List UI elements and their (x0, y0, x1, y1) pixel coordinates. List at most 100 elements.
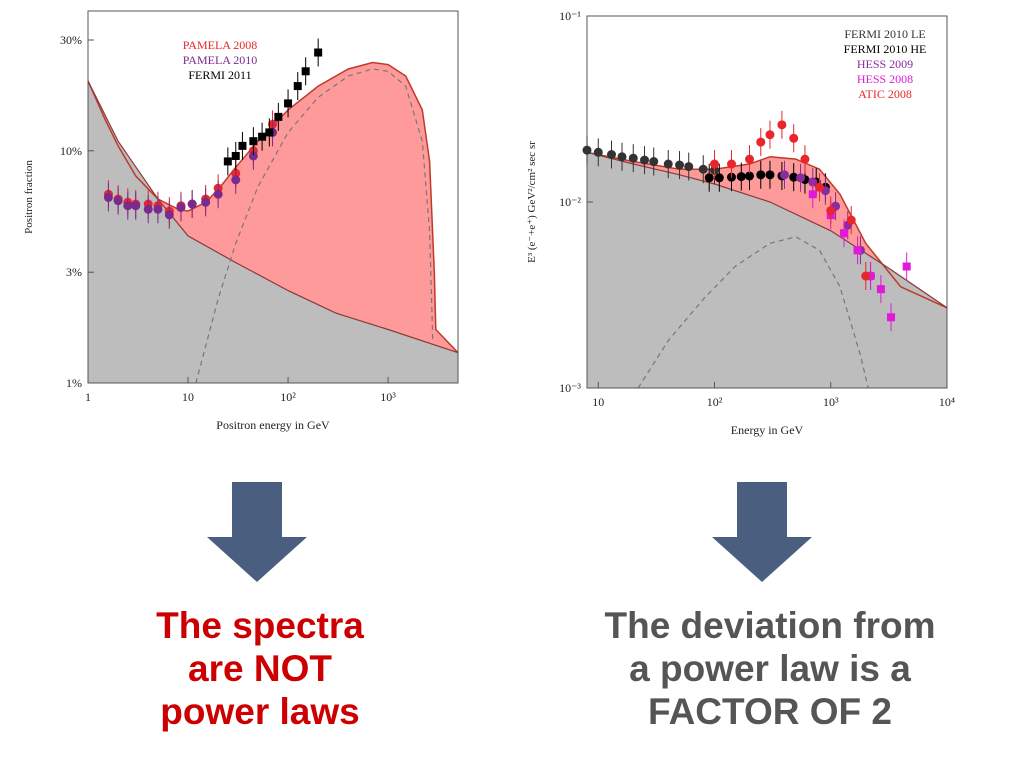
legend-entry: FERMI 2010 HE (844, 42, 927, 56)
data-point (238, 141, 247, 150)
x-tick-label: 10 (592, 395, 604, 409)
data-point (765, 170, 775, 180)
legend-entry: FERMI 2010 LE (844, 27, 925, 41)
data-point (123, 201, 133, 211)
data-point (103, 192, 113, 202)
data-point (736, 172, 746, 182)
data-point (649, 157, 659, 167)
data-point (902, 262, 911, 271)
data-point (866, 272, 875, 281)
data-point (808, 190, 817, 199)
data-point (223, 157, 232, 166)
right-chart-panel: 10 10² 10³ 10⁴ 10⁻³ 10⁻² 10⁻¹ Energy in GeV E³ (… (515, 9, 963, 442)
data-point (726, 159, 736, 169)
data-point (710, 159, 720, 169)
data-point (745, 171, 755, 181)
data-point (887, 313, 896, 322)
y-tick-label: 10⁻² (559, 195, 581, 209)
data-point (745, 154, 755, 164)
data-point (231, 151, 240, 160)
data-point (840, 229, 849, 238)
data-point (582, 145, 592, 155)
data-point (201, 197, 211, 207)
data-point (779, 170, 789, 180)
x-tick-label: 1 (85, 390, 91, 404)
y-tick-label: 10⁻³ (559, 381, 581, 395)
data-point (704, 173, 714, 183)
data-point (314, 48, 323, 57)
data-point (113, 196, 123, 206)
background-model-line (586, 151, 948, 309)
caption-line: a power law is a (629, 648, 911, 689)
data-point (876, 285, 885, 294)
data-point (607, 150, 617, 160)
data-point (714, 173, 724, 183)
x-tick-label: 10 (182, 390, 194, 404)
data-point (756, 137, 766, 147)
data-point (826, 206, 836, 216)
data-point (258, 132, 267, 141)
data-point (765, 130, 775, 140)
legend-entry: HESS 2008 (857, 72, 913, 86)
x-tick-label: 10² (707, 395, 723, 409)
excess-model-dashed-line (637, 236, 869, 389)
data-point (853, 246, 862, 255)
left-chart-panel: 1 10 10² 10³ 1% 3% 10% 30% Positron energy in Ge… (20, 5, 460, 440)
x-axis-label: Positron energy in GeV (216, 418, 330, 432)
x-tick-label: 10² (280, 390, 296, 404)
data-point (861, 271, 871, 281)
data-point (640, 155, 650, 165)
background-area (88, 80, 458, 384)
data-point (301, 67, 310, 76)
data-point (164, 210, 174, 220)
down-arrow-icon (712, 482, 812, 582)
legend-entry: PAMELA 2008 (183, 38, 258, 52)
data-point (800, 154, 810, 164)
data-point (756, 170, 766, 180)
caption-left: The spectra are NOT power laws (100, 604, 420, 733)
legend-entry: HESS 2009 (857, 57, 913, 71)
background-area (587, 152, 947, 388)
y-tick-label: 30% (60, 33, 82, 47)
data-point (284, 99, 293, 108)
legend-entry: PAMELA 2010 (183, 53, 258, 67)
y-tick-label: 10⁻¹ (559, 9, 581, 23)
excess-model-dashed-line (195, 68, 434, 384)
caption-right: The deviation from a power law is a FACT… (560, 604, 980, 733)
background-model-line (87, 80, 459, 354)
data-point (789, 133, 799, 143)
y-tick-label: 1% (66, 376, 82, 390)
y-axis-label: Positron fraction (23, 160, 35, 234)
x-axis-label: Energy in GeV (731, 423, 804, 437)
caption-line: are NOT (188, 648, 332, 689)
data-point (777, 120, 787, 130)
caption-line: The spectra (156, 605, 364, 646)
caption-line: The deviation from (604, 605, 936, 646)
data-point (663, 159, 673, 169)
data-point (265, 128, 274, 137)
x-tick-label: 10⁴ (939, 395, 955, 409)
legend-entry: FERMI 2011 (188, 68, 251, 82)
data-point (675, 160, 685, 170)
data-point (814, 182, 824, 192)
plot-frame (87, 10, 459, 384)
data-point (274, 112, 283, 121)
y-tick-label: 3% (66, 265, 82, 279)
data-point (796, 173, 806, 183)
data-point (249, 137, 258, 146)
data-point (248, 151, 258, 161)
data-point (684, 162, 694, 172)
x-tick-label: 10³ (380, 390, 396, 404)
data-point (143, 204, 153, 214)
y-axis-label: E³ (e⁻+e⁺) GeV²/cm² sec sr (526, 141, 538, 263)
data-point (698, 164, 708, 174)
data-point (131, 201, 141, 211)
data-point (846, 215, 856, 225)
data-point (213, 189, 223, 199)
total-model-line (586, 151, 948, 309)
y-tick-label: 10% (60, 144, 82, 158)
x-tick-label: 10³ (823, 395, 839, 409)
positron-fraction-chart: 1 10 10² 10³ 1% 3% 10% 30% Positron energy in Ge… (23, 10, 459, 432)
data-point (628, 153, 638, 163)
caption-line: power laws (160, 691, 360, 732)
